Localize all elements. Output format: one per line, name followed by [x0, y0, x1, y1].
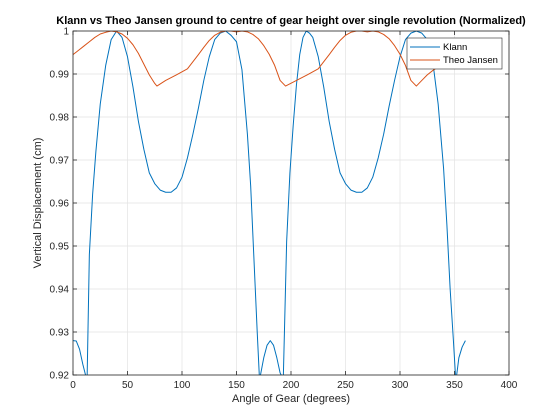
x-tick-label: 250 — [337, 380, 354, 391]
y-tick-label: 1 — [63, 27, 69, 38]
x-tick-label: 100 — [174, 380, 191, 391]
legend-label-theo-jansen: Theo Jansen — [443, 55, 498, 66]
y-tick-label: 0.98 — [50, 113, 70, 124]
x-tick-label: 350 — [446, 380, 463, 391]
y-tick-label: 0.92 — [50, 371, 70, 382]
y-tick-label: 0.99 — [50, 70, 70, 81]
y-tick-label: 0.95 — [50, 242, 70, 253]
grid — [72, 30, 510, 376]
x-tick-label: 300 — [392, 380, 409, 391]
y-tick-label: 0.94 — [50, 285, 70, 296]
x-tick-label: 150 — [228, 380, 245, 391]
y-tick-label: 0.97 — [50, 156, 70, 167]
legend: Klann Theo Jansen — [406, 37, 503, 70]
series-layer — [73, 31, 466, 375]
x-tick-label: 200 — [283, 380, 300, 391]
x-tick-label: 0 — [70, 380, 76, 391]
y-axis-label: Vertical Displacement (cm) — [32, 138, 44, 269]
y-tick-label: 0.93 — [50, 328, 70, 339]
x-tick-label: 400 — [501, 380, 518, 391]
y-tick-label: 0.96 — [50, 199, 70, 210]
series-line-theo-jansen — [73, 31, 466, 87]
chart-title: Klann vs Theo Jansen ground to centre of… — [56, 15, 526, 27]
ticks: 0 50 100 150 200 250 300 350 400 0.92 0.93 0.94 0.95… — [50, 27, 518, 392]
legend-box — [406, 37, 503, 70]
legend-label-klann: Klann — [443, 42, 467, 53]
x-axis-label: Angle of Gear (degrees) — [232, 393, 350, 405]
x-tick-label: 50 — [122, 380, 134, 391]
series-line-klann — [73, 31, 466, 375]
